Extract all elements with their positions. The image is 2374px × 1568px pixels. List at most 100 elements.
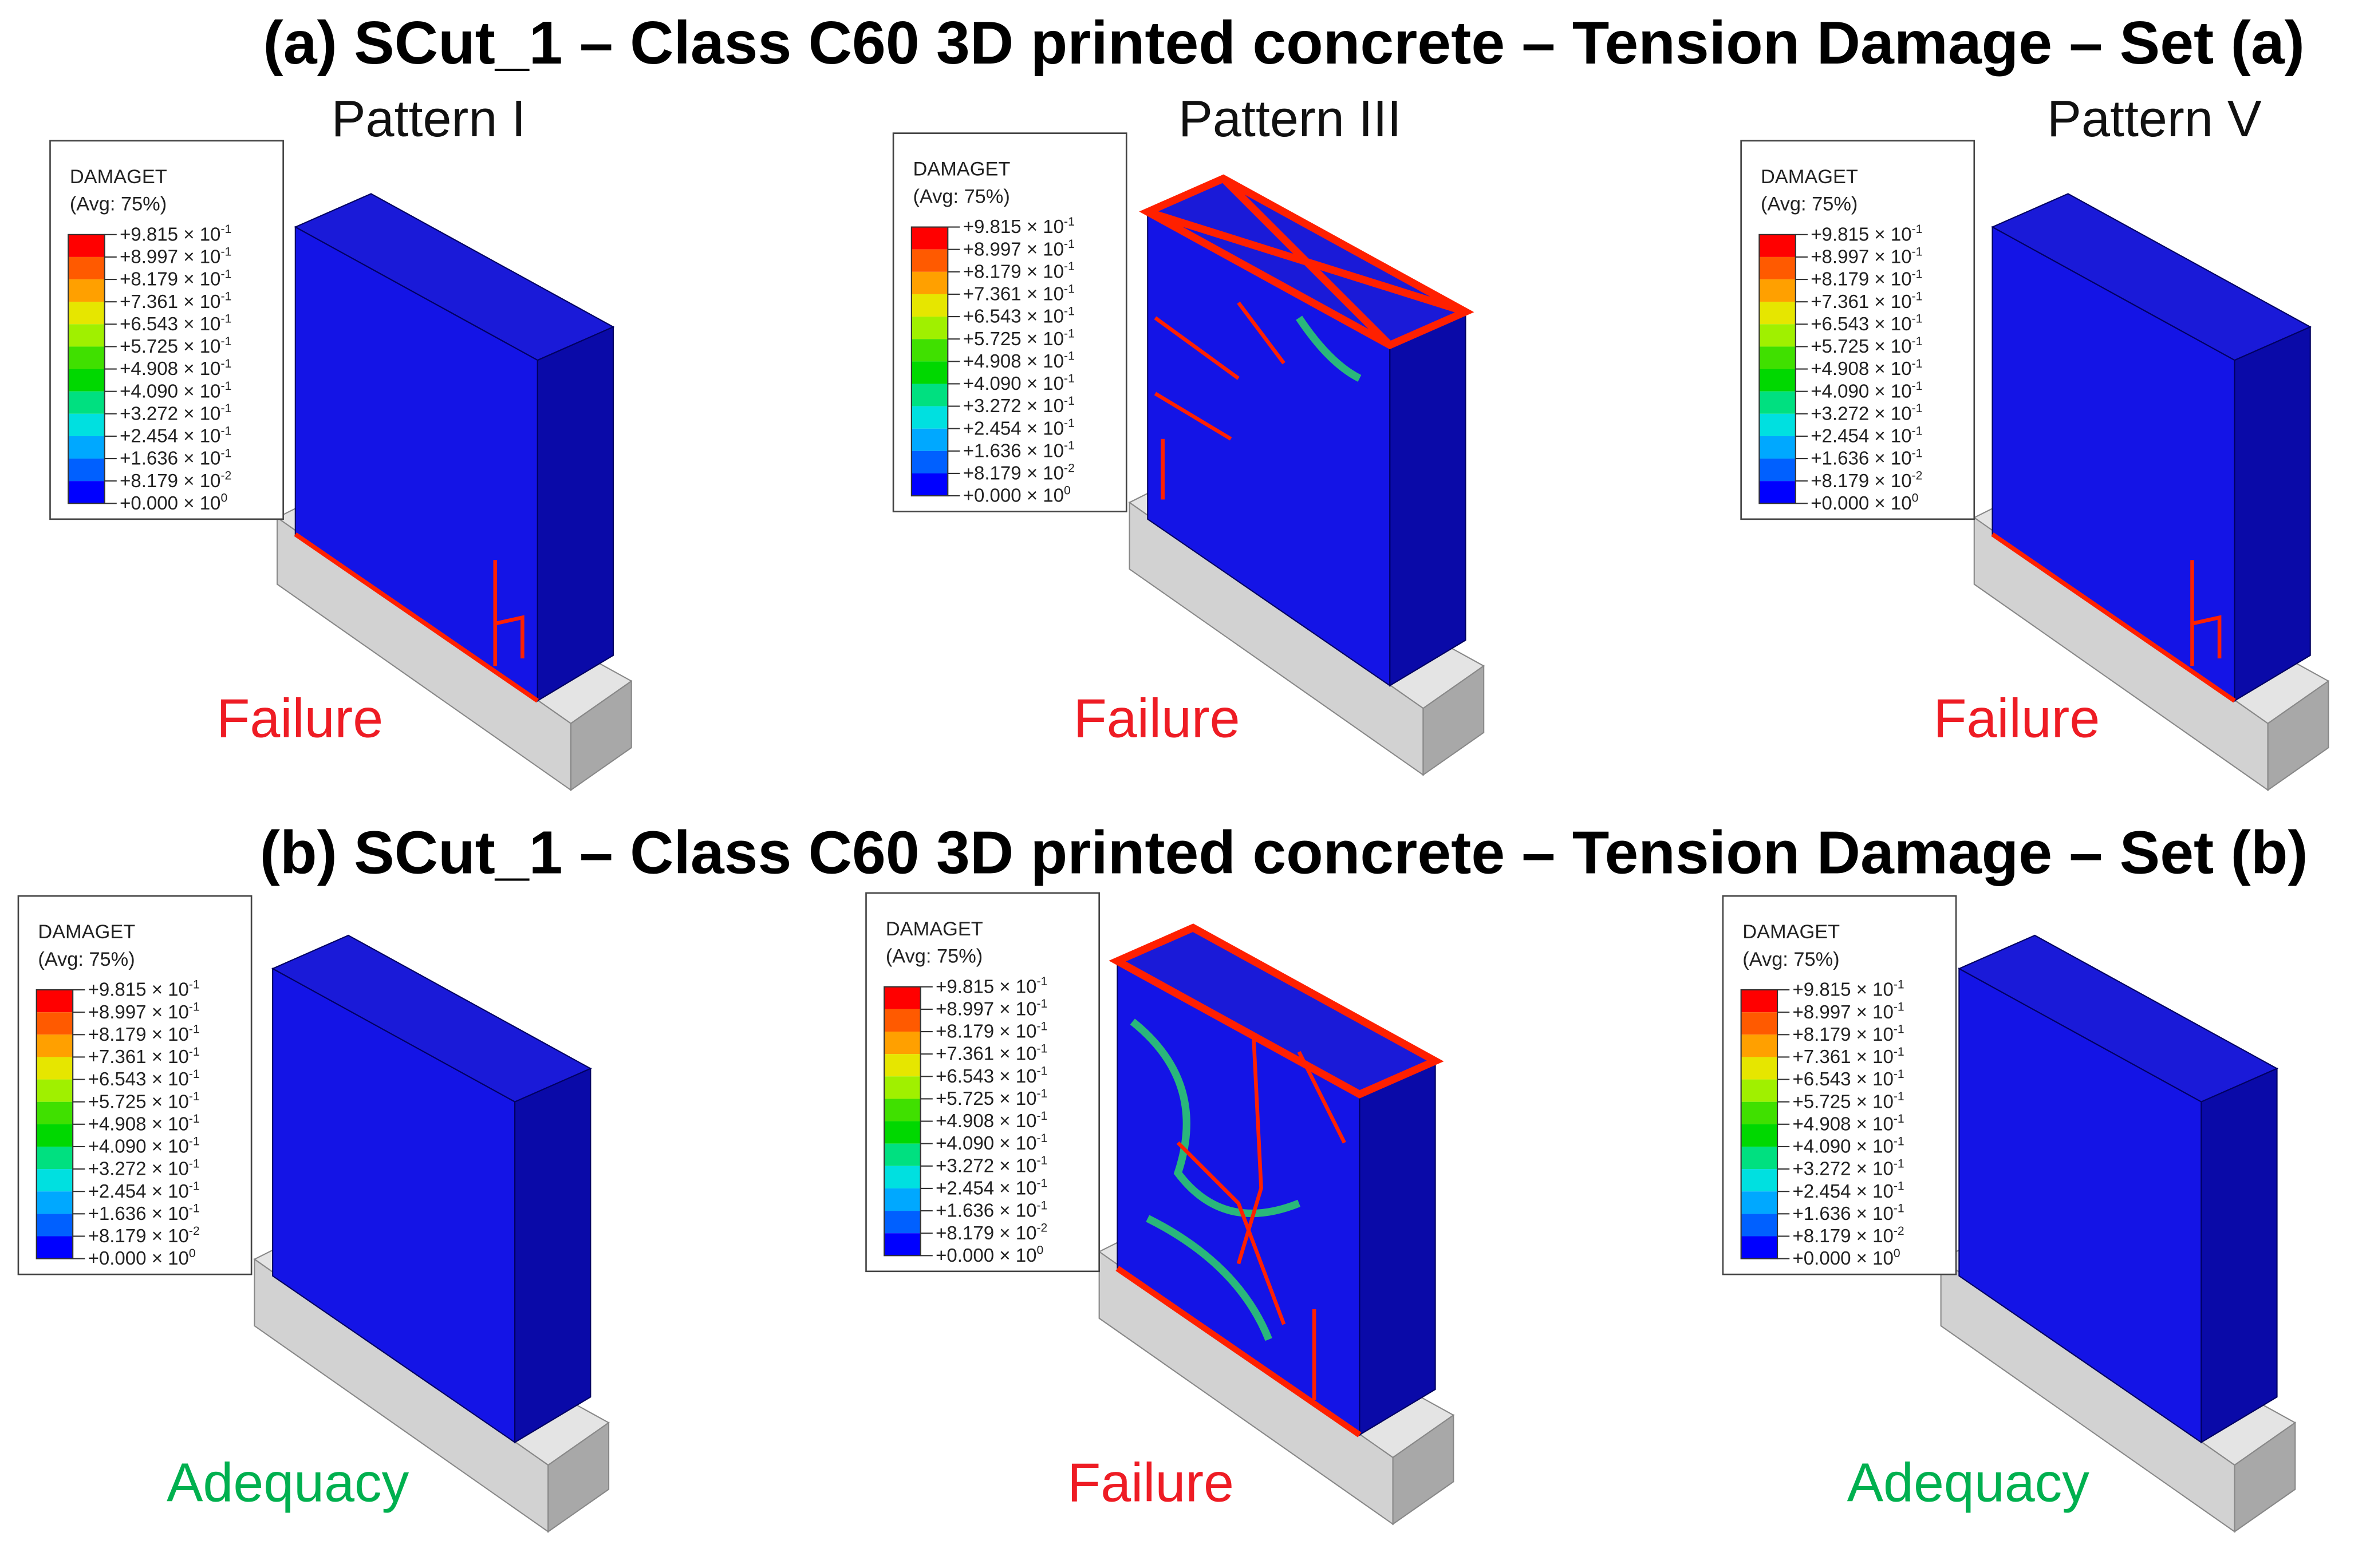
legend-label: +7.361 × 10-1 xyxy=(88,1045,200,1068)
legend-label: +5.725 × 10-1 xyxy=(936,1087,1047,1109)
legend-label: +4.908 × 10-1 xyxy=(1793,1112,1904,1135)
legend-label-mantissa: +8.179 × 10 xyxy=(936,1021,1036,1042)
legend-label-exponent: -1 xyxy=(1036,1132,1047,1145)
legend-label-mantissa: +8.997 × 10 xyxy=(120,246,220,267)
legend-label-mantissa: +8.179 × 10 xyxy=(88,1226,189,1247)
legend-label: +7.361 × 10-1 xyxy=(936,1042,1047,1065)
legend-label-mantissa: +7.361 × 10 xyxy=(88,1046,189,1068)
legend-label: +0.000 × 100 xyxy=(1811,492,1918,514)
legend-label-mantissa: +6.543 × 10 xyxy=(963,306,1064,327)
legend-label-exponent: -1 xyxy=(1036,1154,1047,1167)
legend-title: DAMAGET xyxy=(886,918,983,940)
legend-swatch xyxy=(1759,459,1796,481)
legend-label-mantissa: +4.908 × 10 xyxy=(936,1111,1036,1132)
legend-label-exponent: -2 xyxy=(1912,469,1923,483)
legend: DAMAGET(Avg: 75%)+9.815 × 10-1+8.997 × 1… xyxy=(892,132,1127,512)
legend-label: +8.179 × 10-1 xyxy=(936,1020,1047,1042)
legend-swatch xyxy=(68,436,105,459)
legend-label-exponent: -1 xyxy=(1036,1065,1047,1078)
legend-label-exponent: -1 xyxy=(1036,1109,1047,1123)
legend-label-exponent: -1 xyxy=(189,1045,200,1059)
legend-swatch xyxy=(911,339,948,362)
legend-label-exponent: -1 xyxy=(189,978,200,991)
legend-label-mantissa: +0.000 × 10 xyxy=(88,1248,189,1269)
wall-side xyxy=(1359,1060,1436,1436)
legend-label-exponent: -1 xyxy=(220,357,231,370)
legend-swatch xyxy=(884,1054,921,1077)
legend-label: +1.636 × 10-1 xyxy=(1811,447,1922,469)
legend-label: +8.179 × 10-1 xyxy=(1811,267,1922,290)
legend-label-exponent: -1 xyxy=(220,402,231,415)
legend-label-mantissa: +7.361 × 10 xyxy=(936,1044,1036,1065)
legend-label-mantissa: +5.725 × 10 xyxy=(963,329,1064,350)
legend-swatch xyxy=(36,1079,73,1102)
legend-label-mantissa: +6.543 × 10 xyxy=(120,314,220,335)
legend-swatch xyxy=(68,369,105,392)
legend-label: +9.815 × 10-1 xyxy=(88,978,200,1000)
legend: DAMAGET(Avg: 75%)+9.815 × 10-1+8.997 × 1… xyxy=(17,895,253,1275)
base-side xyxy=(1422,665,1485,776)
legend-label: +8.997 × 10-1 xyxy=(88,1001,200,1023)
legend-label: +4.090 × 10-1 xyxy=(120,380,231,402)
legend-label-mantissa: +5.725 × 10 xyxy=(88,1091,189,1112)
legend-title: DAMAGET xyxy=(1742,921,1840,943)
legend-label-exponent: -1 xyxy=(1912,245,1923,258)
legend-label-mantissa: +2.454 × 10 xyxy=(88,1181,189,1202)
legend-label-exponent: -1 xyxy=(1912,402,1923,415)
legend-label-mantissa: +3.272 × 10 xyxy=(936,1155,1036,1176)
legend-label: +8.179 × 10-1 xyxy=(1793,1023,1904,1045)
legend-swatch xyxy=(911,271,948,294)
legend-label-exponent: -1 xyxy=(1912,313,1923,326)
legend-swatch xyxy=(68,346,105,369)
damage-zone xyxy=(294,532,539,703)
verdict-label: Failure xyxy=(1067,1453,1234,1514)
legend-subtitle: (Avg: 75%) xyxy=(913,185,1009,207)
legend-swatch xyxy=(1759,279,1796,302)
legend-label: +0.000 × 100 xyxy=(120,492,227,514)
legend-label: +7.361 × 10-1 xyxy=(963,282,1075,305)
legend-label: +2.454 × 10-1 xyxy=(1811,424,1922,447)
legend-swatch xyxy=(36,990,73,1013)
legend-label-mantissa: +3.272 × 10 xyxy=(120,403,220,424)
base-side xyxy=(2234,1421,2296,1533)
legend-label-mantissa: +0.000 × 10 xyxy=(120,493,220,514)
legend-swatch xyxy=(68,481,105,504)
legend-label-mantissa: +4.908 × 10 xyxy=(88,1113,189,1135)
legend-label: +9.815 × 10-1 xyxy=(1793,978,1904,1000)
legend-title: DAMAGET xyxy=(1761,166,1858,188)
legend-label-exponent: -1 xyxy=(1064,327,1075,341)
legend-label-exponent: -1 xyxy=(1064,260,1075,273)
legend-swatch xyxy=(68,302,105,325)
legend-swatch xyxy=(68,413,105,436)
legend-label-exponent: -1 xyxy=(189,1180,200,1193)
legend-swatch xyxy=(1759,481,1796,504)
legend-swatch xyxy=(911,384,948,406)
legend-swatch xyxy=(68,279,105,302)
legend-label-exponent: -1 xyxy=(1064,238,1075,251)
legend-label: +3.272 × 10-1 xyxy=(1811,402,1922,424)
legend-label: +6.543 × 10-1 xyxy=(1811,313,1922,335)
legend-label-exponent: 0 xyxy=(1064,484,1071,497)
legend-label-mantissa: +4.908 × 10 xyxy=(1811,358,1911,380)
legend-label: +8.179 × 10-2 xyxy=(1793,1225,1904,1247)
verdict-label: Adequacy xyxy=(1847,1453,2090,1514)
legend-label-exponent: -1 xyxy=(220,290,231,303)
legend-label: +5.725 × 10-1 xyxy=(88,1090,200,1112)
legend-label-mantissa: +2.454 × 10 xyxy=(120,426,220,447)
legend-swatch xyxy=(911,406,948,429)
legend-label-mantissa: +9.815 × 10 xyxy=(936,976,1036,997)
legend-title: DAMAGET xyxy=(913,159,1010,180)
legend-label: +4.090 × 10-1 xyxy=(936,1132,1047,1154)
legend-subtitle: (Avg: 75%) xyxy=(1742,949,1839,970)
legend-swatch xyxy=(911,317,948,339)
legend-swatch xyxy=(68,324,105,347)
legend-label: +0.000 × 100 xyxy=(1793,1247,1900,1269)
damage-zone xyxy=(1115,1266,1362,1437)
legend-label: +0.000 × 100 xyxy=(88,1247,196,1269)
legend-label-mantissa: +4.090 × 10 xyxy=(936,1133,1036,1154)
legend-swatch xyxy=(36,1101,73,1124)
legend-swatch xyxy=(1741,1101,1778,1124)
legend-label-mantissa: +2.454 × 10 xyxy=(936,1178,1036,1199)
legend-label-mantissa: +0.000 × 10 xyxy=(963,485,1064,507)
legend-label: +3.272 × 10-1 xyxy=(963,394,1075,417)
